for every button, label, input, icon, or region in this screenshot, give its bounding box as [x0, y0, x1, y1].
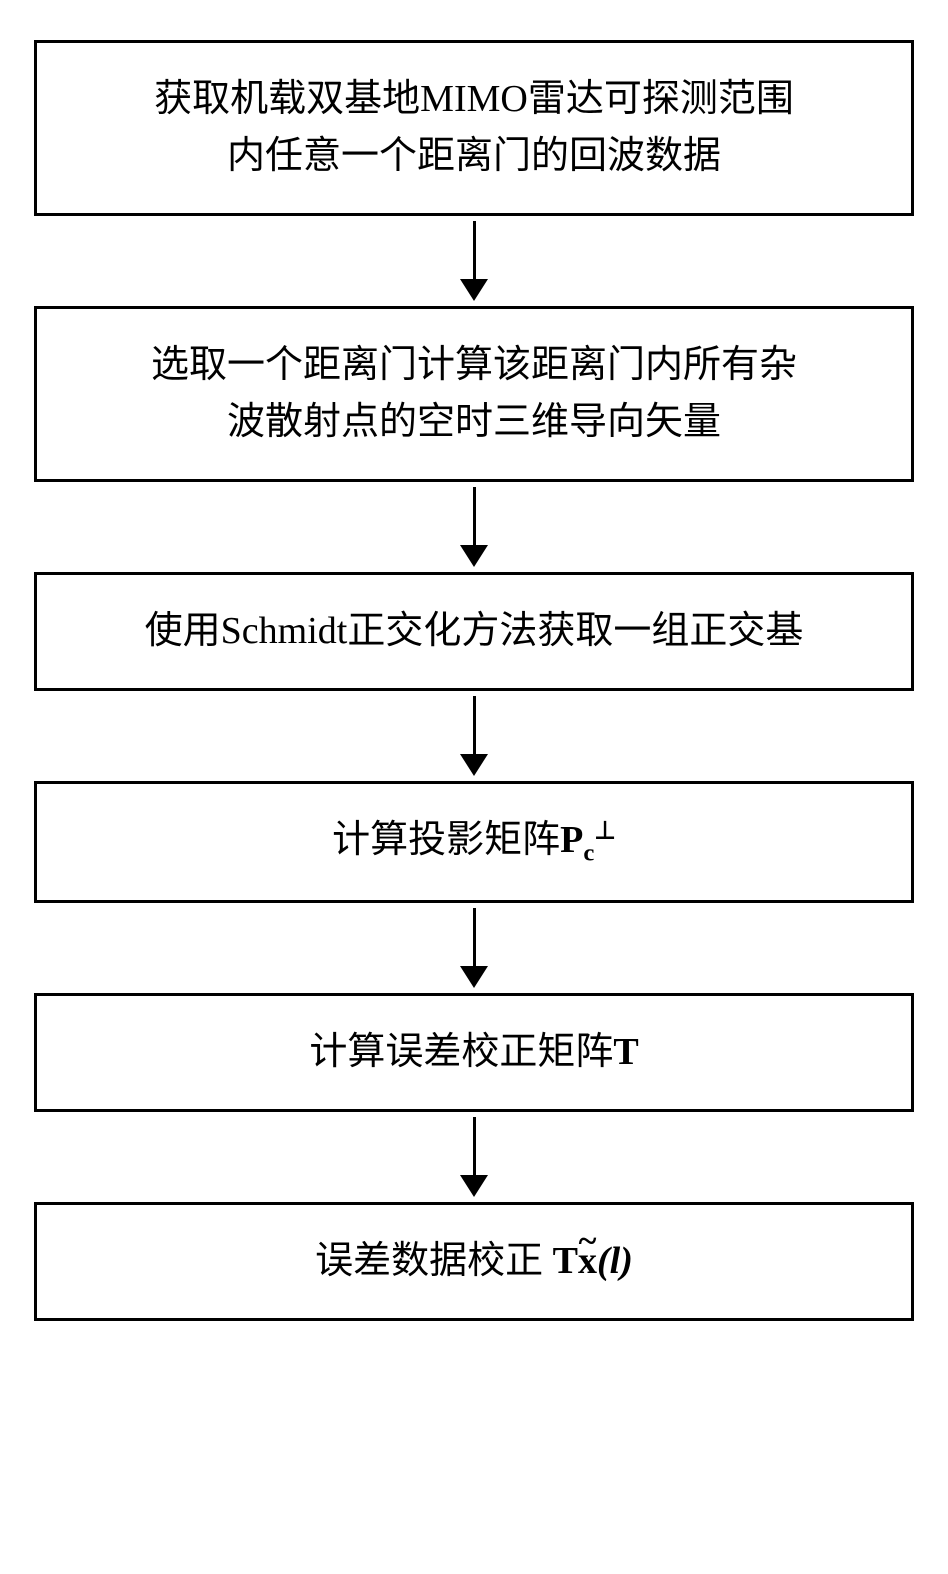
step-text: 选取一个距离门计算该距离门内所有杂 — [151, 344, 797, 386]
arrow-line — [473, 221, 476, 279]
step-box-3: 使用Schmidt正交化方法获取一组正交基 — [34, 572, 914, 691]
step-text: 计算误差校正矩阵 — [309, 1031, 613, 1073]
arrow-head — [460, 966, 488, 988]
step-text: 内任意一个距离门的回波数据 — [227, 135, 721, 177]
arrow — [460, 482, 488, 572]
formula-main: P — [560, 819, 583, 861]
arrow-head — [460, 279, 488, 301]
formula-Tx: T~x(l) — [553, 1240, 633, 1282]
step-box-2: 选取一个距离门计算该距离门内所有杂 波散射点的空时三维导向矢量 — [34, 306, 914, 482]
arrow-head — [460, 545, 488, 567]
step-box-1: 获取机载双基地MIMO雷达可探测范围 内任意一个距离门的回波数据 — [34, 40, 914, 216]
arrow-line — [473, 487, 476, 545]
tilde-mark: ~ — [579, 1216, 597, 1267]
arrow — [460, 691, 488, 781]
arrow-line — [473, 908, 476, 966]
arrow-line — [473, 696, 476, 754]
arrow — [460, 1112, 488, 1202]
arrow-head — [460, 754, 488, 776]
formula-T: T — [553, 1240, 578, 1282]
step-text: 波散射点的空时三维导向矢量 — [227, 401, 721, 443]
step-text: 计算投影矩阵 — [332, 819, 560, 861]
arrow-head — [460, 1175, 488, 1197]
formula-sub: c — [583, 840, 594, 867]
formula-x-tilde: ~x — [578, 1233, 597, 1290]
formula-arg: (l) — [597, 1240, 633, 1282]
step-text: 获取机载双基地MIMO雷达可探测范围 — [154, 78, 794, 120]
arrow — [460, 216, 488, 306]
formula-P: Pc⊥ — [560, 819, 616, 861]
step-box-6: 误差数据校正 T~x(l) — [34, 1202, 914, 1321]
step-text: 误差数据校正 — [315, 1240, 553, 1282]
step-text: 使用Schmidt正交化方法获取一组正交基 — [145, 610, 804, 652]
step-box-5: 计算误差校正矩阵T — [34, 993, 914, 1112]
arrow — [460, 903, 488, 993]
formula-sup: ⊥ — [594, 817, 616, 844]
flowchart-container: 获取机载双基地MIMO雷达可探测范围 内任意一个距离门的回波数据 选取一个距离门… — [34, 40, 914, 1321]
formula-T: T — [613, 1031, 638, 1073]
step-box-4: 计算投影矩阵Pc⊥ — [34, 781, 914, 903]
arrow-line — [473, 1117, 476, 1175]
